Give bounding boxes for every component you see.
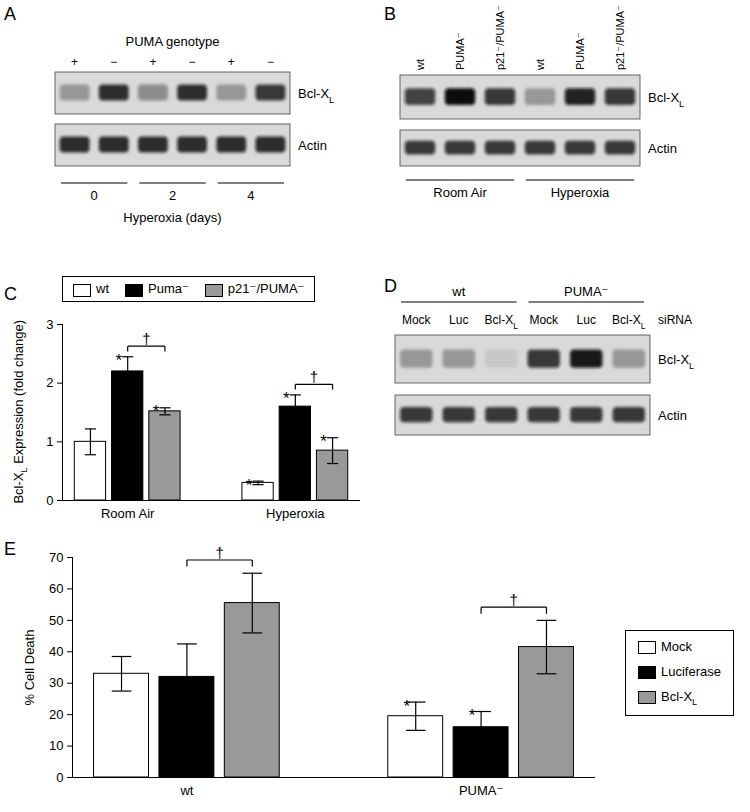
- svg-text:C: C: [4, 284, 17, 304]
- svg-text:Mock: Mock: [529, 313, 559, 327]
- svg-text:PUMA⁻: PUMA⁻: [564, 284, 608, 299]
- svg-text:*: *: [283, 389, 290, 408]
- html-text:Bcl-X: Bcl-X: [11, 472, 26, 504]
- svg-text:*: *: [115, 351, 122, 370]
- svg-text:D: D: [384, 276, 397, 296]
- svg-text:60: 60: [49, 581, 63, 596]
- svg-text:40: 40: [49, 644, 63, 659]
- svg-text:wt: wt: [534, 59, 546, 71]
- html-text:wt: wt: [96, 281, 109, 297]
- svg-text:2: 2: [46, 375, 53, 390]
- svg-text:Actin: Actin: [298, 138, 327, 153]
- svg-text:Bcl-XL: Bcl-XL: [648, 90, 684, 109]
- svg-text:*: *: [246, 476, 253, 495]
- svg-text:−: −: [189, 55, 196, 69]
- svg-text:*: *: [320, 432, 327, 451]
- svg-text:−: −: [267, 55, 274, 69]
- svg-text:†: †: [142, 330, 150, 347]
- svg-text:*: *: [469, 706, 476, 725]
- html-text:Bcl-XL: Bcl-XL: [661, 689, 698, 707]
- svg-text:*: *: [153, 402, 160, 421]
- svg-text:PUMA⁻: PUMA⁻: [459, 783, 503, 798]
- svg-text:+: +: [71, 55, 78, 69]
- svg-text:B: B: [384, 4, 396, 24]
- svg-text:†: †: [215, 544, 223, 561]
- svg-text:30: 30: [49, 675, 63, 690]
- svg-text:†: †: [510, 591, 518, 608]
- svg-text:A: A: [4, 4, 16, 24]
- svg-text:wt: wt: [451, 284, 465, 299]
- svg-text:Room Air: Room Air: [433, 185, 487, 200]
- svg-text:Mock: Mock: [402, 313, 432, 327]
- svg-text:50: 50: [49, 613, 63, 628]
- svg-text:0: 0: [91, 188, 98, 203]
- svg-text:0: 0: [56, 770, 63, 785]
- svg-text:Hyperoxia (days): Hyperoxia (days): [123, 210, 221, 225]
- svg-text:PUMA⁻: PUMA⁻: [454, 32, 466, 70]
- svg-text:3: 3: [46, 317, 53, 332]
- svg-text:Luc: Luc: [449, 313, 468, 327]
- svg-text:0: 0: [46, 493, 53, 508]
- svg-text:E: E: [4, 539, 16, 559]
- svg-text:†: †: [310, 368, 318, 385]
- html-text:% Cell Death: % Cell Death: [22, 629, 38, 705]
- svg-text:Luc: Luc: [577, 313, 596, 327]
- svg-text:Bcl-XL: Bcl-XL: [612, 313, 646, 331]
- svg-text:Hyperoxia: Hyperoxia: [266, 506, 325, 521]
- svg-text:1: 1: [46, 434, 53, 449]
- html-text:Mock: Mock: [661, 639, 693, 654]
- svg-text:Hyperoxia: Hyperoxia: [551, 185, 610, 200]
- html-text:Expression (fold change): Expression (fold change): [11, 320, 26, 468]
- svg-text:p21⁻/PUMA⁻: p21⁻/PUMA⁻: [494, 5, 506, 70]
- svg-text:Actin: Actin: [658, 408, 687, 423]
- svg-text:PUMA⁻: PUMA⁻: [574, 32, 586, 70]
- svg-text:p21⁻/PUMA⁻: p21⁻/PUMA⁻: [614, 5, 626, 70]
- svg-text:−: −: [110, 55, 117, 69]
- svg-text:+: +: [228, 55, 235, 69]
- svg-text:2: 2: [169, 188, 176, 203]
- svg-text:20: 20: [49, 707, 63, 722]
- svg-text:70: 70: [49, 550, 63, 565]
- svg-text:Bcl-XL: Bcl-XL: [658, 352, 694, 371]
- svg-text:Bcl-XL: Bcl-XL: [485, 313, 519, 331]
- svg-text:+: +: [149, 55, 156, 69]
- svg-text:Room Air: Room Air: [101, 506, 155, 521]
- svg-text:*: *: [403, 697, 410, 716]
- svg-text:siRNA: siRNA: [658, 313, 692, 327]
- svg-text:PUMA genotype: PUMA genotype: [126, 34, 220, 49]
- svg-text:10: 10: [49, 738, 63, 753]
- html-text:Puma⁻: Puma⁻: [148, 281, 189, 297]
- html-text:p21⁻/PUMA⁻: p21⁻/PUMA⁻: [227, 281, 305, 297]
- svg-text:Actin: Actin: [648, 141, 677, 156]
- svg-text:wt: wt: [179, 783, 193, 798]
- svg-text:wt: wt: [414, 59, 426, 71]
- svg-text:4: 4: [247, 188, 254, 203]
- svg-text:Bcl-XL: Bcl-XL: [298, 86, 334, 105]
- html-text:Luciferase: Luciferase: [661, 664, 721, 680]
- html-text:L: L: [18, 467, 29, 473]
